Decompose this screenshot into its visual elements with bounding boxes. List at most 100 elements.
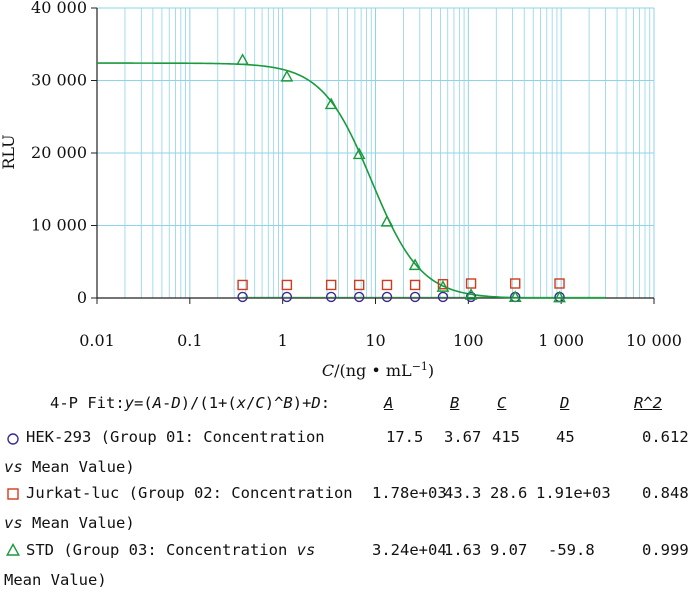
data-point-jurkat-luc [409,279,421,291]
x-tick-label: 1 [278,331,288,350]
data-point-hek-293 [381,291,393,303]
data-point-jurkat-luc [281,279,293,291]
data-point-jurkat-luc [465,278,477,289]
data-point-jurkat-luc [237,279,248,291]
formula-part: )^ [264,394,284,412]
x-tick-label: 10 000 [626,331,682,350]
series-label-tail: Mean Value) [22,514,135,532]
x-axis-label-exponent: −1 [412,360,428,373]
x-axis-label-close: ) [428,361,434,380]
data-point-std [236,53,249,65]
y-tick-label: 40 000 [31,0,87,17]
data-point-jurkat-luc [554,278,565,289]
formula-b: B [283,394,293,412]
formula-d: D [311,394,321,412]
x-axis-label-var: C [322,361,334,380]
formula-y: y [124,394,134,412]
formula-prefix: 4-P Fit: [50,394,125,412]
y-tick-label: 10 000 [31,216,87,235]
circle-marker-icon [7,433,19,445]
data-point-std [352,147,366,160]
param-r2: 0.848 [642,484,689,502]
param-a: 1.78e+03 [372,484,447,502]
formula-d: D [171,394,181,412]
data-point-std [436,280,450,292]
data-point-jurkat-luc [325,279,337,291]
param-d: 45 [556,428,575,446]
data-point-std [324,97,338,110]
header-a: A [384,394,394,412]
data-point-std [508,290,522,302]
series-label-cont: vs Mean Value) [4,514,135,532]
data-point-hek-293 [325,291,337,303]
grid [96,7,655,298]
chart: 0 10 000 20 000 30 000 40 000 0.01 0.1 1 10 100 1 … [0,0,682,380]
legend-row-group3: STD (Group 03: Concentration vs Mean Val… [0,541,700,601]
x-tick-label: 0.01 [79,331,115,350]
data-point-jurkat-luc [437,279,449,290]
param-c: 9.07 [490,541,528,559]
legend-row-group2: Jurkat-luc (Group 02: Concentration vs M… [0,484,700,544]
y-axis-label: RLU [0,134,18,169]
param-r2: 0.999 [642,541,689,559]
series-label: Jurkat-luc (Group 02: Concentration [26,484,353,502]
data-point-std [380,214,394,227]
data-point-hek-293 [281,291,293,303]
param-c: 415 [492,428,520,446]
param-d: 1.91e+03 [536,484,611,502]
y-tick-label: 30 000 [31,71,87,90]
formula-c: C [255,394,265,412]
series-label: HEK-293 (Group 01: Concentration [26,428,325,446]
y-tick-label: 0 [77,288,87,307]
legend-row-group1: HEK-293 (Group 01: Concentration vs Mean… [0,428,700,488]
param-b: 1.63 [444,541,482,559]
formula-part: - [162,394,172,412]
data-point-std [408,258,422,271]
data-point-hek-293 [237,291,248,303]
fit-curve-std [97,62,606,299]
series-label-cont: vs Mean Value) [4,458,135,476]
vs-text: vs [4,514,23,532]
param-c: 28.6 [490,484,528,502]
data-point-hek-293 [437,291,449,303]
formula-part: )+ [292,394,312,412]
formula-part: / [246,394,256,412]
series-label: STD (Group 03: Concentration vs [26,541,315,559]
vs-text: vs [296,541,316,559]
data-point-jurkat-luc [353,279,365,291]
vs-text: vs [4,458,23,476]
fit-formula: 4-P Fit:y=(A-D)/(1+(x/C)^B)+D: [50,394,330,412]
header-b: B [450,394,460,412]
x-axis-label: C/(ng • mL−1) [322,360,434,380]
param-d: -59.8 [548,541,595,559]
param-a: 17.5 [386,428,424,446]
data-point-hek-293 [353,291,365,303]
header-r2: R^2 [634,394,662,412]
param-r2: 0.612 [642,428,689,446]
square-marker-icon [7,488,19,500]
param-b: 3.67 [444,428,482,446]
x-tick-label: 0.1 [177,331,202,350]
data-point-jurkat-luc [381,279,393,291]
series-label-head: STD (Group 03: Concentration [26,541,297,559]
param-a: 3.24e+04 [372,541,447,559]
formula-x: x [236,394,247,412]
series-label-tail: Mean Value) [22,458,135,476]
formula-part: =( [134,394,153,412]
data-markers [236,53,566,303]
triangle-marker-icon [6,543,20,556]
formula-part: )/(1+( [180,394,237,412]
formula-part: : [320,394,331,412]
formula-a: A [152,394,163,412]
fit-curves [97,62,606,299]
series-label-cont: Mean Value) [4,571,107,589]
x-tick-label: 1 000 [538,331,584,350]
x-tick-label: 10 [365,331,385,350]
data-point-hek-293 [409,291,421,303]
header-d: D [560,394,570,412]
y-tick-label: 20 000 [31,143,87,162]
data-point-std [280,69,294,82]
data-point-std [553,290,566,303]
data-point-jurkat-luc [510,278,521,289]
x-tick-label: 100 [453,331,484,350]
